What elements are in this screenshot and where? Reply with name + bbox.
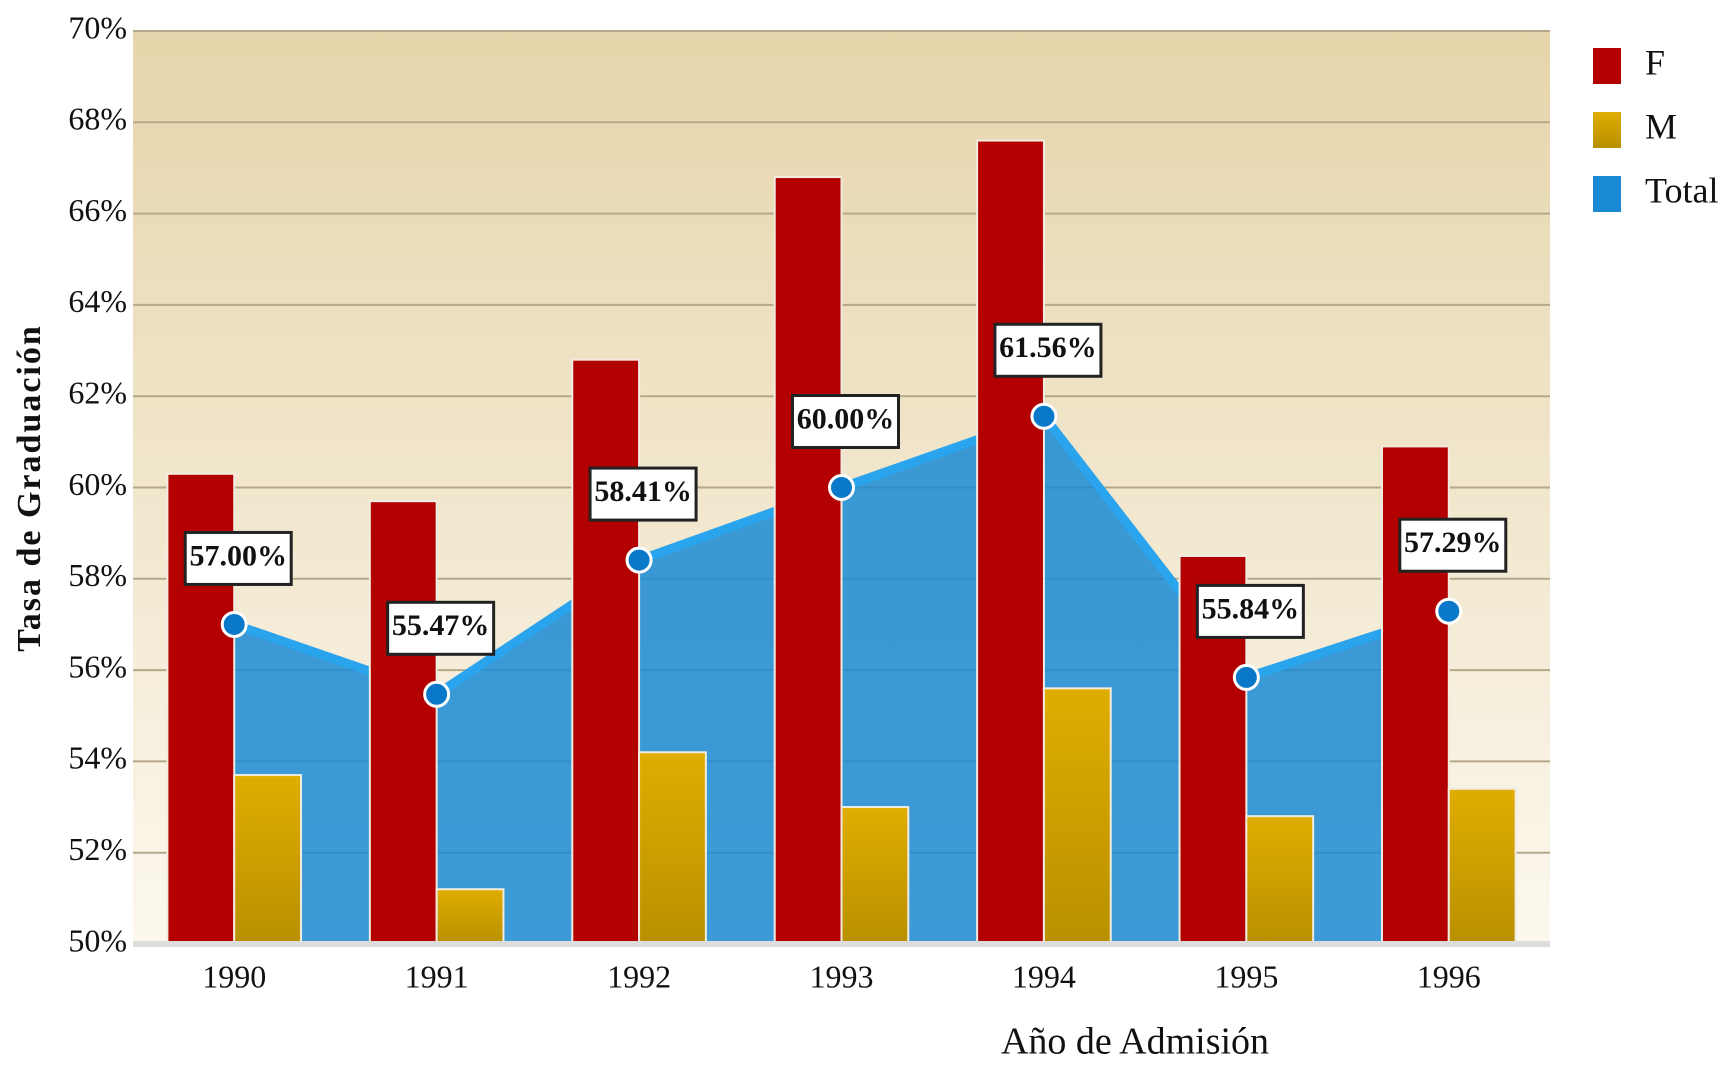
- marker: [423, 680, 451, 708]
- y-tick-label: 68%: [68, 101, 127, 137]
- y-tick-label: 70%: [68, 9, 127, 45]
- legend-label: Total: [1645, 170, 1718, 210]
- bar: [638, 751, 707, 946]
- x-tick-label: 1994: [1012, 958, 1076, 994]
- legend-swatch: [1593, 176, 1621, 212]
- y-axis-title: Tasa de Graduación: [11, 324, 48, 652]
- value-label-box: [1195, 583, 1305, 639]
- bar: [840, 806, 910, 945]
- marker: [625, 546, 653, 574]
- bar: [1447, 787, 1517, 945]
- bar: [773, 176, 843, 945]
- y-tick-label: 54%: [68, 740, 127, 776]
- marker: [220, 610, 248, 638]
- x-tick-label: 1991: [405, 958, 469, 994]
- bar: [1042, 687, 1112, 945]
- y-tick-label: 50%: [68, 922, 127, 958]
- x-tick-label: 1996: [1417, 958, 1481, 994]
- y-tick-label: 58%: [68, 557, 127, 593]
- value-label-box: [183, 530, 293, 586]
- bar: [435, 888, 505, 945]
- x-tick-label: 1995: [1214, 958, 1278, 994]
- x-axis-title: Año de Admisión: [1001, 1021, 1269, 1063]
- value-label: 60.00%: [797, 402, 895, 435]
- value-label: 57.00%: [189, 539, 287, 572]
- value-label: 57.29%: [1404, 526, 1502, 559]
- value-label-box: [1398, 517, 1508, 573]
- y-tick-label: 66%: [68, 192, 127, 228]
- marker: [1030, 402, 1058, 430]
- y-tick-label: 56%: [68, 648, 127, 684]
- value-label-box: [386, 600, 496, 656]
- y-tick-label: 62%: [68, 375, 127, 411]
- bar: [976, 139, 1045, 945]
- y-tick-label: 60%: [68, 466, 127, 502]
- x-tick-label: 1990: [202, 958, 266, 994]
- bar: [571, 358, 641, 945]
- legend-label: F: [1645, 42, 1665, 82]
- value-label-box: [791, 394, 900, 449]
- marker: [1435, 597, 1463, 625]
- value-label: 61.56%: [999, 331, 1097, 364]
- value-label: 55.47%: [392, 609, 490, 642]
- x-tick-label: 1992: [607, 958, 671, 994]
- x-tick-label: 1993: [810, 958, 874, 994]
- legend-swatch: [1593, 112, 1621, 148]
- bar: [368, 500, 438, 945]
- bar: [233, 774, 303, 945]
- marker: [1232, 663, 1260, 691]
- value-label: 55.84%: [1202, 592, 1300, 625]
- value-label: 58.41%: [594, 475, 692, 508]
- bar: [1245, 815, 1315, 945]
- value-label-box: [588, 466, 698, 522]
- value-label-box: [993, 322, 1103, 378]
- legend-label: M: [1645, 106, 1677, 146]
- legend-swatch: [1593, 48, 1621, 84]
- y-tick-label: 52%: [68, 831, 127, 867]
- marker: [828, 474, 855, 501]
- y-tick-label: 64%: [68, 283, 127, 319]
